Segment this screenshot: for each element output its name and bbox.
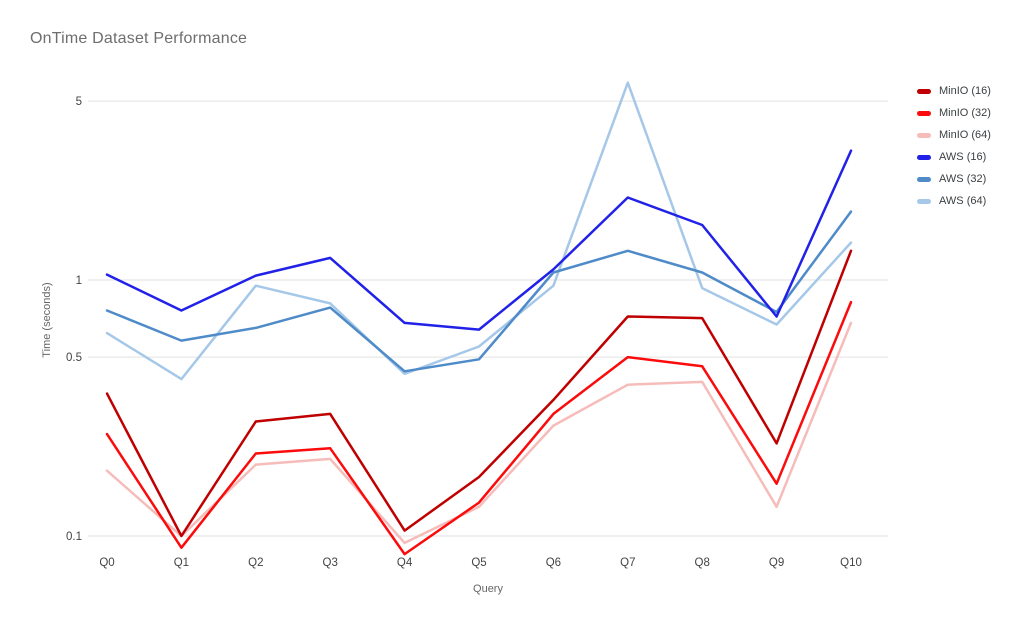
x-tick-label: Q6 xyxy=(546,557,561,569)
y-tick-label: 0.5 xyxy=(66,352,82,364)
legend-label: MinIO (32) xyxy=(939,107,991,119)
x-tick-label: Q7 xyxy=(620,557,635,569)
legend-item: MinIO (16) xyxy=(917,80,991,102)
legend-label: AWS (64) xyxy=(939,195,987,207)
series-line-minio-64- xyxy=(105,321,853,545)
series-line-minio-32- xyxy=(105,300,853,556)
legend-item: AWS (32) xyxy=(917,168,991,190)
legend-swatch-icon xyxy=(917,132,931,138)
x-tick-label: Q9 xyxy=(769,557,784,569)
series-line-aws-16- xyxy=(105,149,853,331)
series-line-minio-16- xyxy=(105,249,853,538)
legend-swatch-icon xyxy=(917,176,931,182)
legend-item: AWS (16) xyxy=(917,146,991,168)
x-tick-label: Q1 xyxy=(174,557,189,569)
x-tick-label: Q2 xyxy=(248,557,263,569)
series-lines xyxy=(105,81,853,556)
legend-swatch-icon xyxy=(917,88,931,94)
x-tick-label: Q4 xyxy=(397,557,413,569)
legend: MinIO (16) MinIO (32) MinIO (64) AWS (16) AW… xyxy=(917,80,991,212)
x-tick-label: Q8 xyxy=(695,557,710,569)
legend-swatch-icon xyxy=(917,154,931,160)
series-line-aws-32- xyxy=(105,210,853,373)
y-tick-label: 1 xyxy=(76,275,82,287)
x-axis-title: Query xyxy=(473,583,503,595)
chart-title: OnTime Dataset Performance xyxy=(30,30,248,47)
legend-swatch-icon xyxy=(917,110,931,116)
x-tick-label: Q10 xyxy=(840,557,862,569)
legend-swatch-icon xyxy=(917,198,931,204)
legend-item: MinIO (64) xyxy=(917,124,991,146)
legend-label: AWS (16) xyxy=(939,151,987,163)
x-tick-label: Q3 xyxy=(323,557,338,569)
y-axis-title: Time (seconds) xyxy=(41,282,53,357)
y-tick-label: 0.1 xyxy=(66,531,82,543)
gridlines xyxy=(88,100,888,537)
legend-label: MinIO (16) xyxy=(939,85,991,97)
legend-item: MinIO (32) xyxy=(917,102,991,124)
legend-item: AWS (64) xyxy=(917,190,991,212)
axis-labels: 5 1 0.5 0.1 Q0 Q1 Q2 Q3 Q4 Q5 Q6 Q7 Q8 Q9 Q10 Time (sec… xyxy=(41,96,862,595)
x-tick-label: Q5 xyxy=(471,557,486,569)
legend-label: AWS (32) xyxy=(939,173,987,185)
y-tick-label: 5 xyxy=(76,96,82,108)
x-tick-label: Q0 xyxy=(99,557,114,569)
legend-label: MinIO (64) xyxy=(939,129,991,141)
series-line-aws-64- xyxy=(105,81,853,381)
